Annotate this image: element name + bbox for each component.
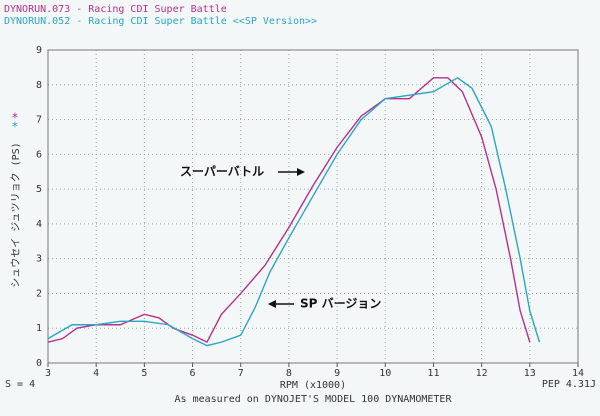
x-tick-label: 11	[427, 368, 439, 379]
y-tick-label: 4	[36, 219, 42, 230]
x-tick-label: 3	[45, 368, 51, 379]
x-axis-label: RPM (x1000)	[280, 380, 346, 391]
x-tick-label: 6	[190, 368, 196, 379]
y-tick-label: 3	[36, 254, 42, 265]
title-1: DYNORUN.073 - Racing CDI Super Battle	[4, 4, 227, 15]
y-tick-label: 6	[36, 149, 42, 160]
x-tick-label: 10	[379, 368, 391, 379]
left-note: S = 4	[5, 379, 35, 390]
y-tick-label: 1	[36, 323, 42, 334]
x-tick-label: 9	[334, 368, 340, 379]
x-tick-label: 7	[238, 368, 244, 379]
line	[47, 76, 541, 347]
annotation: スーパーバトル	[180, 165, 264, 179]
y-tick-label: 5	[36, 184, 42, 195]
plot-frame	[47, 49, 579, 364]
x-tick-label: 13	[524, 368, 536, 379]
y-tick-label: 9	[36, 45, 42, 56]
y-tick-label: 2	[36, 288, 42, 299]
right-note: PEP 4.31J	[542, 379, 596, 390]
title-2: DYNORUN.052 - Racing CDI Super Battle <<…	[4, 16, 317, 27]
y-tick-label: 7	[36, 115, 42, 126]
arrow-head	[297, 168, 305, 176]
y-tick-label: 8	[36, 80, 42, 91]
footer: As measured on DYNOJET'S MODEL 100 DYNAM…	[175, 394, 453, 405]
series-marker: *	[11, 111, 18, 125]
x-tick-label: 5	[141, 368, 147, 379]
annotation: SP バージョン	[300, 297, 381, 311]
x-tick-label: 8	[286, 368, 292, 379]
arrow-head	[268, 300, 276, 308]
y-axis-label: シュウセイ ジュツリョク (PS)	[10, 142, 22, 287]
series-marker: *	[11, 120, 18, 134]
y-tick-label: 0	[36, 358, 42, 369]
x-tick-label: 14	[572, 368, 584, 379]
x-tick-label: 4	[93, 368, 99, 379]
x-tick-label: 12	[476, 368, 488, 379]
